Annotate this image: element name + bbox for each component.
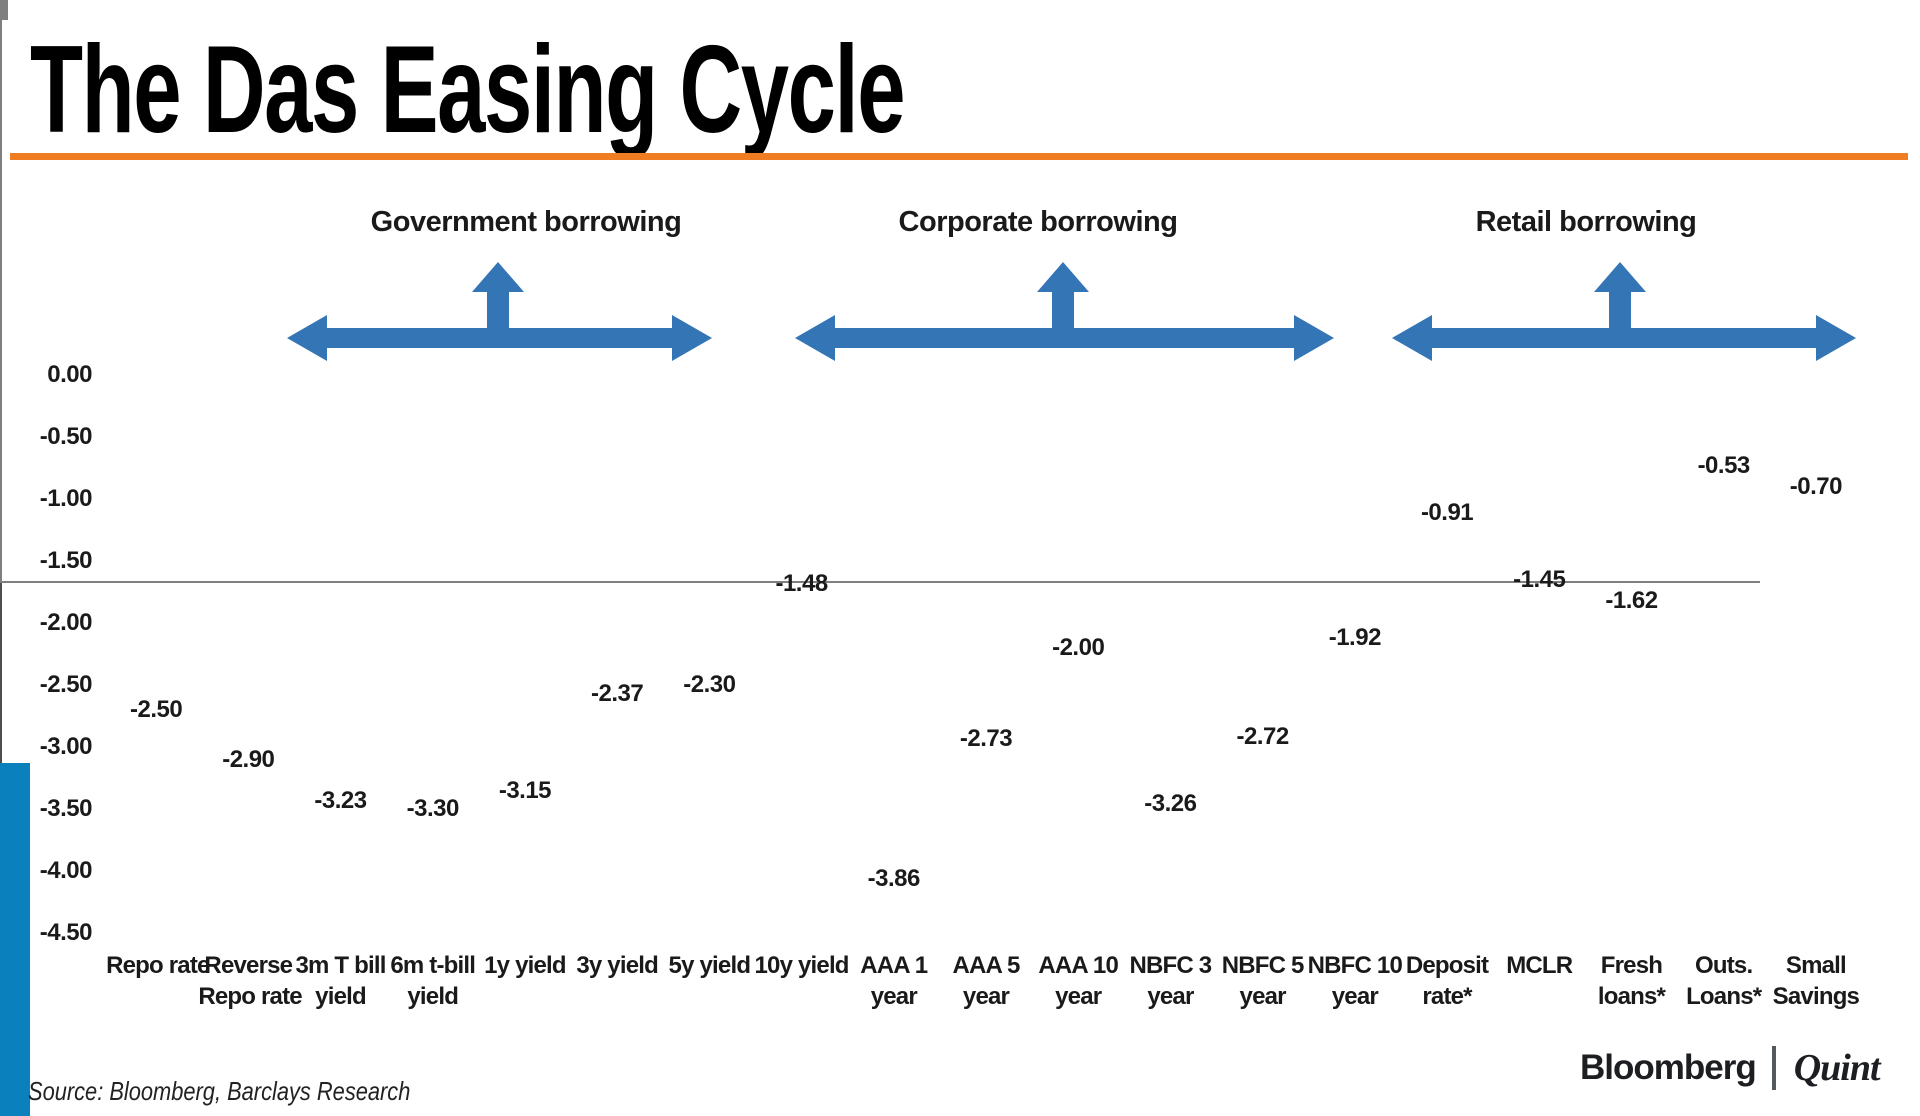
source-note: Source: Bloomberg, Barclays Research xyxy=(28,1076,411,1106)
category-label-aaa-5-year: AAA 5 year xyxy=(952,952,1020,1010)
x-axis-tick xyxy=(0,700,2,709)
y-axis-tick xyxy=(0,12,8,14)
x-axis-tick xyxy=(0,691,2,700)
x-axis-tick xyxy=(0,664,2,673)
bar-value-label: -2.00 xyxy=(1052,634,1105,661)
y-axis-label: -3.50 xyxy=(39,795,93,822)
x-axis-tick xyxy=(0,673,2,682)
y-axis-label: -1.50 xyxy=(39,547,93,574)
logo-divider xyxy=(1771,1046,1776,1090)
group-arrow-retail-borrowing xyxy=(1392,262,1856,361)
bar-value-label: -3.15 xyxy=(498,776,552,804)
category-label-nbfc-3-year: NBFC 3 year xyxy=(1129,952,1212,1010)
group-arrow-government-borrowing xyxy=(287,262,712,361)
y-axis-tick xyxy=(0,16,8,18)
x-axis-tick xyxy=(0,754,2,763)
category-label-1y-yield: 1y yield xyxy=(484,952,566,979)
y-axis-tick xyxy=(0,8,8,10)
y-axis-line xyxy=(0,20,2,581)
bar-value-label: -2.72 xyxy=(1236,723,1290,751)
publisher-logo: Bloomberg Quint xyxy=(1580,1044,1881,1092)
bar-value-label: -2.30 xyxy=(683,671,736,699)
category-label-aaa-1-year: AAA 1 year xyxy=(860,952,928,1010)
bar-value-label: -0.53 xyxy=(1697,451,1751,479)
title-underline xyxy=(10,153,1908,160)
y-axis-tick xyxy=(0,2,8,4)
x-axis-tick xyxy=(0,646,2,655)
category-label-fresh-loans: Fresh loans* xyxy=(1597,952,1666,1010)
category-label-nbfc-10-year: NBFC 10 year xyxy=(1307,952,1403,1010)
x-axis-tick xyxy=(0,637,2,646)
x-axis-tick xyxy=(0,736,2,745)
x-axis-tick xyxy=(0,592,2,601)
group-label-corporate-borrowing: Corporate borrowing xyxy=(898,206,1178,238)
x-axis-tick xyxy=(0,727,2,736)
bar-value-label: -2.73 xyxy=(959,724,1013,752)
category-label-mclr: MCLR xyxy=(1506,952,1573,979)
x-axis-tick xyxy=(0,682,2,691)
category-label-5y-yield: 5y yield xyxy=(668,952,751,979)
x-axis-tick xyxy=(0,655,2,664)
y-axis-tick xyxy=(0,0,8,2)
group-label-retail-borrowing: Retail borrowing xyxy=(1475,206,1697,238)
x-axis-tick xyxy=(0,709,2,718)
bar-value-label: -3.86 xyxy=(867,864,921,892)
bar-value-label: -3.23 xyxy=(314,786,367,814)
y-axis-tick xyxy=(0,14,8,16)
category-label-deposit-rate: Deposit rate* xyxy=(1405,952,1489,1010)
y-axis-label: -4.50 xyxy=(39,919,93,946)
bar-value-label: -0.70 xyxy=(1789,472,1843,500)
bar-value-label: -2.37 xyxy=(591,679,644,707)
category-label-10y-yield: 10y yield xyxy=(754,952,849,979)
category-label-aaa-10-year: AAA 10 year xyxy=(1038,952,1119,1010)
category-label-repo-rate: Repo rate xyxy=(106,952,210,979)
category-label-3y-yield: 3y yield xyxy=(576,952,658,979)
category-label-3m-t-bill-yield: 3m T bill yield xyxy=(295,952,386,1010)
x-axis-tick xyxy=(0,718,2,727)
x-axis-line xyxy=(0,581,1760,583)
bar-value-label: -3.30 xyxy=(406,795,460,823)
quint-wordmark: Quint xyxy=(1793,1047,1881,1089)
y-axis-label: -1.00 xyxy=(39,485,93,512)
y-axis-tick xyxy=(0,4,8,6)
y-axis-tick xyxy=(0,18,8,20)
x-axis-tick xyxy=(0,601,2,610)
x-axis-tick xyxy=(0,583,2,592)
category-label-6m-t-bill-yield: 6m t-bill yield xyxy=(390,952,476,1010)
bar-repo-rate xyxy=(0,763,30,1073)
y-axis-label: -2.50 xyxy=(39,671,93,698)
group-arrow-corporate-borrowing xyxy=(795,262,1334,361)
x-axis-tick xyxy=(0,745,2,754)
bar-value-label: -2.50 xyxy=(129,696,183,723)
y-axis-label: -3.00 xyxy=(39,733,93,760)
bar-value-label: -0.91 xyxy=(1420,498,1474,526)
category-label-small-savings: Small Savings xyxy=(1772,952,1860,1010)
y-axis-label: -2.00 xyxy=(39,609,93,636)
x-axis-tick xyxy=(0,610,2,619)
category-label-nbfc-5-year: NBFC 5 year xyxy=(1221,952,1305,1010)
bloomberg-wordmark: Bloomberg xyxy=(1580,1048,1757,1087)
x-axis-tick xyxy=(0,619,2,628)
bar-value-label: -1.48 xyxy=(775,569,828,597)
bar-value-label: -1.92 xyxy=(1328,624,1382,652)
bar-value-label: -1.62 xyxy=(1605,586,1658,614)
category-label-outs-loans: Outs. Loans* xyxy=(1686,952,1762,1010)
category-label-reverse-repo-rate: Reverse Repo rate xyxy=(198,952,302,1010)
x-axis-tick xyxy=(0,628,2,637)
y-axis-label: -4.00 xyxy=(39,857,93,884)
bar-value-label: -1.45 xyxy=(1513,565,1566,593)
y-axis-label: -0.50 xyxy=(39,423,93,450)
bar-value-label: -3.26 xyxy=(1144,790,1197,818)
group-label-government-borrowing: Government borrowing xyxy=(370,206,682,238)
bar-reverse-repo-rate xyxy=(0,1073,30,1116)
chart-title: The Das Easing Cycle xyxy=(30,21,906,159)
y-axis-label: 0.00 xyxy=(47,361,92,388)
y-axis-tick xyxy=(0,6,8,8)
bar-value-label: -2.90 xyxy=(222,745,275,773)
y-axis-tick xyxy=(0,10,8,12)
